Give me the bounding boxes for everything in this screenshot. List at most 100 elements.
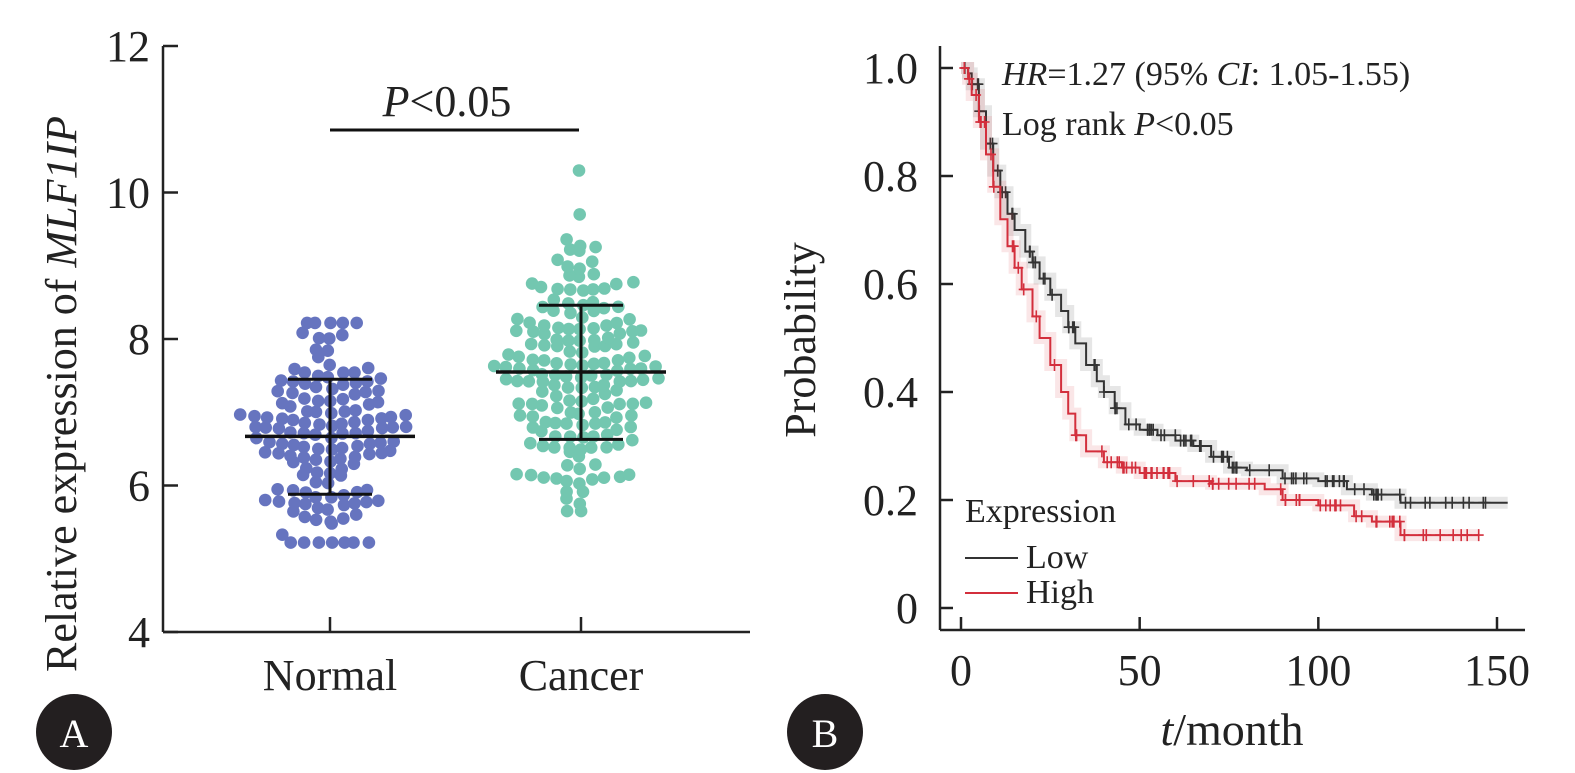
a-data-point-cancer: [563, 394, 576, 407]
a-data-point-normal: [374, 372, 388, 385]
b-censor-mark-low: [1170, 429, 1181, 442]
a-data-point-normal: [361, 361, 375, 375]
b-censor-mark-high: [986, 148, 996, 161]
a-data-point-normal: [335, 441, 349, 455]
a-x-ticks: Normal Cancer: [263, 617, 644, 700]
a-data-point-normal: [298, 366, 312, 379]
a-data-point-normal: [361, 424, 375, 438]
b-x-tick-label: 50: [1118, 646, 1162, 695]
a-data-point-cancer: [526, 353, 540, 367]
b-legend: Expression Low High: [965, 493, 1116, 611]
a-data-point-cancer: [573, 497, 587, 511]
a-data-point-cancer: [526, 421, 540, 434]
a-data-point-normal: [348, 497, 361, 510]
a-data-point-cancer: [550, 472, 563, 485]
a-data-point-cancer: [561, 260, 574, 273]
a-data-point-cancer: [610, 411, 623, 424]
b-censor-mark-low: [1110, 402, 1121, 415]
b-censor-mark-high: [1335, 499, 1346, 512]
a-data-point-normal: [348, 450, 362, 464]
a-data-point-cancer: [562, 297, 575, 310]
a-data-point-cancer: [526, 410, 540, 423]
a-data-point-cancer: [610, 277, 623, 291]
b-censor-mark-low: [1424, 496, 1435, 509]
b-censor-mark-high: [1325, 499, 1336, 512]
a-data-point-normal: [299, 497, 312, 511]
b-censor-mark-low: [1400, 496, 1411, 509]
a-data-point-normal: [321, 344, 335, 358]
a-data-point-cancer: [512, 350, 525, 364]
b-censor-mark-high: [1031, 310, 1042, 323]
b-censor-mark-high: [1018, 283, 1029, 296]
a-data-point-cancer: [537, 471, 550, 484]
a-data-point-normal: [297, 440, 311, 454]
a-data-point-cancer: [624, 420, 637, 434]
a-data-point-normal: [258, 446, 272, 459]
b-censor-mark-high: [1007, 240, 1018, 253]
a-data-point-normal: [271, 384, 285, 398]
a-data-point-normal: [399, 408, 413, 422]
a-data-point-cancer: [625, 409, 638, 422]
a-data-point-cancer: [574, 443, 588, 456]
a-data-point-normal: [360, 495, 373, 509]
b-censor-mark-high: [1249, 477, 1260, 490]
b-censor-mark-low: [1322, 475, 1333, 488]
a-data-point-normal: [312, 331, 326, 345]
b-censor-mark-low: [1440, 496, 1451, 509]
a-data-point-normal: [324, 316, 337, 330]
a-data-point-cancer: [589, 417, 602, 430]
a-data-point-cancer: [584, 441, 598, 454]
b-y-axis-label: Probability: [776, 242, 825, 438]
a-data-point-cancer: [563, 441, 576, 455]
a-data-point-normal: [323, 358, 337, 372]
a-data-point-normal: [310, 466, 324, 479]
a-y-ticks: 4 6 8 10 12: [106, 22, 178, 657]
a-data-point-cancer: [563, 243, 577, 256]
a-data-point-cancer: [588, 406, 602, 419]
b-x-axis-label: t/month: [1160, 704, 1303, 755]
a-data-point-cancer: [597, 471, 611, 485]
a-data-point-cancer: [613, 327, 627, 340]
a-data-point-cancer: [638, 349, 652, 363]
b-censor-mark-low: [1339, 475, 1350, 488]
a-data-point-normal: [323, 332, 336, 345]
a-data-point-normal: [309, 453, 323, 467]
b-censor-mark-low: [1007, 207, 1017, 220]
b-censor-mark-high: [1070, 429, 1081, 442]
a-data-point-normal: [324, 515, 338, 528]
a-data-point-normal: [312, 536, 326, 549]
a-data-point-cancer: [613, 375, 627, 388]
b-censor-mark-low: [972, 78, 983, 91]
a-data-point-cancer: [564, 358, 577, 371]
a-data-point-cancer: [560, 485, 573, 499]
a-dots-layer: [233, 164, 665, 549]
b-censor-mark-low: [1196, 440, 1206, 452]
a-data-point-cancer: [524, 337, 538, 351]
b-y-tick-label: 1.0: [863, 44, 918, 93]
b-censor-mark-low: [1030, 256, 1041, 269]
b-y-tick-label: 0.4: [863, 368, 918, 417]
a-data-point-cancer: [548, 378, 561, 392]
a-data-point-normal: [274, 374, 288, 387]
a-data-point-normal: [338, 405, 352, 418]
a-data-point-cancer: [549, 430, 562, 443]
a-data-point-normal: [296, 326, 309, 340]
a-data-point-normal: [286, 386, 299, 400]
a-data-point-cancer: [562, 322, 575, 336]
a-data-point-cancer: [523, 316, 536, 330]
b-censor-mark-high: [1172, 475, 1183, 488]
a-data-point-cancer: [537, 354, 551, 367]
a-data-point-normal: [334, 452, 347, 466]
a-data-point-normal: [300, 316, 314, 330]
a-data-point-cancer: [652, 372, 665, 385]
a-data-point-normal: [309, 343, 323, 357]
b-censor-mark-high: [1096, 445, 1107, 458]
a-data-point-cancer: [576, 418, 589, 432]
a-data-point-cancer: [510, 467, 523, 481]
a-data-point-cancer: [535, 399, 549, 412]
b-censor-mark-low: [1228, 461, 1239, 474]
a-data-point-cancer: [563, 345, 577, 358]
a-data-point-normal: [300, 461, 313, 475]
a-data-point-normal: [271, 483, 284, 496]
a-data-point-cancer: [573, 462, 586, 476]
